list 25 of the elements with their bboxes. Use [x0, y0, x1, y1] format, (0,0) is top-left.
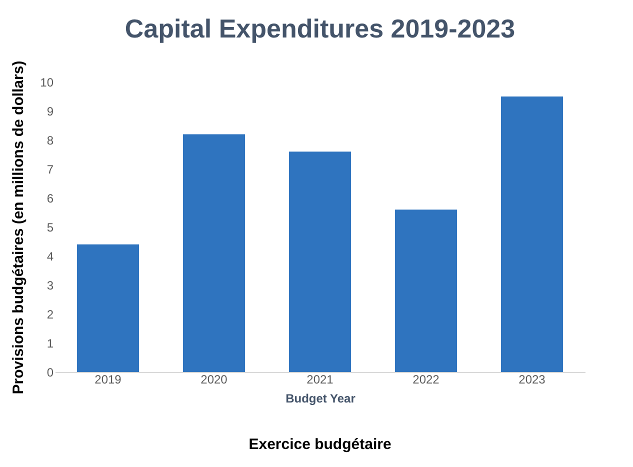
x-tick-label: 2022 [412, 372, 440, 386]
y-tick-label: 3 [46, 278, 54, 292]
y-tick-label: 5 [46, 220, 54, 234]
text: Exercice budgétaire [248, 436, 392, 453]
y-tick-label: 8 [46, 134, 54, 148]
bar [183, 134, 245, 372]
x-tick-label: 2023 [518, 372, 546, 386]
x-tick-label: 2021 [306, 372, 334, 386]
bar [501, 96, 563, 372]
x-tick-label: 2019 [94, 372, 122, 386]
bar [395, 210, 457, 372]
y-tick-label: 6 [46, 192, 54, 206]
y-tick-label: 10 [40, 76, 54, 90]
y-tick-label: 7 [46, 162, 54, 176]
bar [289, 152, 351, 372]
x-tick-label: 2020 [200, 372, 228, 386]
y-axis-title: Provisions budgétaires (en millions de dollars) [10, 60, 28, 394]
y-tick-label: 4 [46, 250, 54, 264]
x-axis-title: Budget Year [286, 392, 356, 406]
y-tick-label: 2 [46, 308, 54, 322]
chart-title: Capital Expenditures 2019-2023 [124, 13, 516, 44]
y-tick-label: 9 [46, 104, 54, 118]
bar [77, 244, 139, 372]
y-tick-label: 1 [46, 336, 54, 350]
y-tick-label: 0 [46, 366, 54, 380]
